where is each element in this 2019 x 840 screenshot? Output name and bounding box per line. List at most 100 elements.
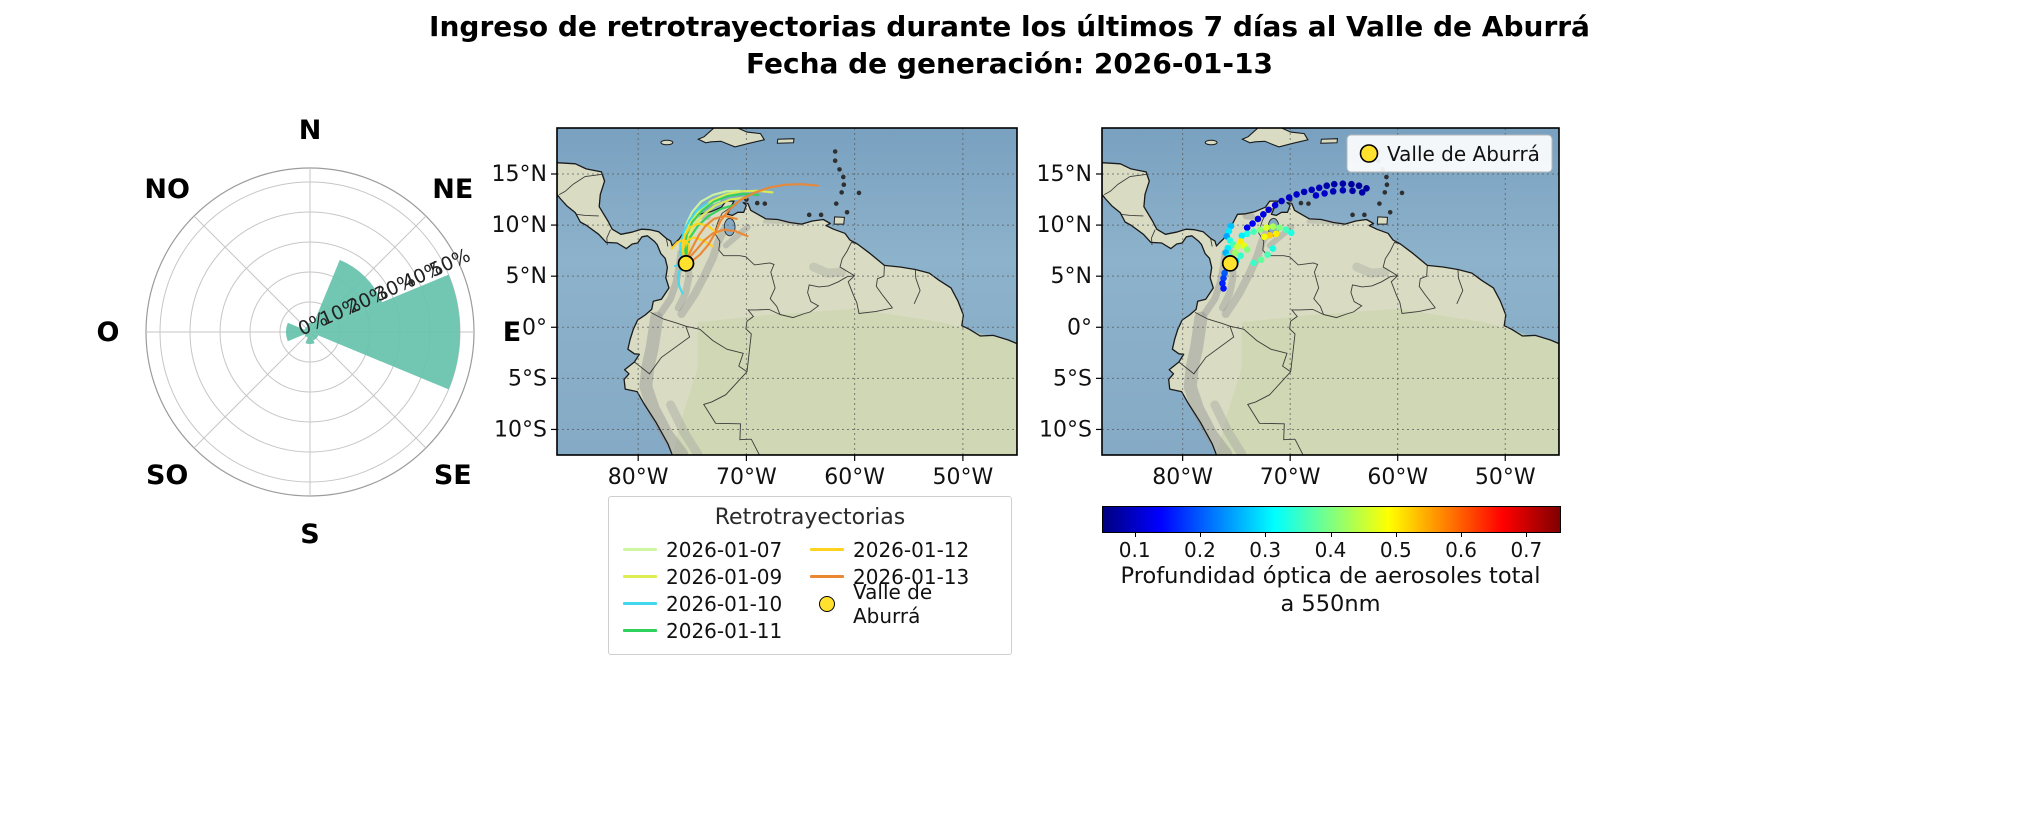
island-dot	[806, 212, 812, 218]
island-jamaica	[660, 139, 674, 146]
trajectory-map: 80°W 70°W 60°W 50°W 15°N 10°N 5°N 0° 5°S 10°S	[492, 127, 1018, 490]
country-border	[606, 229, 611, 246]
country-border	[875, 265, 893, 309]
legend-entry-label: 2026-01-11	[666, 618, 783, 643]
trajectory-2026-01-13	[684, 183, 819, 265]
y-tick-label: 5°S	[1053, 366, 1092, 391]
y-tick-label: 5°S	[508, 366, 547, 391]
aod-dot	[1293, 191, 1300, 198]
island-dot	[844, 210, 850, 215]
aod-dot	[1321, 190, 1328, 197]
island-dot	[1362, 212, 1367, 218]
trajectory-legend: Retrotrayectorias 2026-01-07 2026-01-09 20…	[608, 496, 1012, 655]
legend-line-swatch	[623, 602, 657, 605]
island-dot	[832, 158, 838, 163]
y-tick-label: 10°N	[492, 213, 547, 238]
aod-dot	[1285, 194, 1293, 201]
map-inline-legend: Valle de Aburrá	[1346, 134, 1553, 173]
aod-dot	[1265, 206, 1272, 214]
country-border	[1382, 241, 1401, 277]
aod-dot	[1330, 180, 1338, 188]
legend-marker-wrap	[810, 595, 844, 612]
aod-dot	[1243, 246, 1251, 253]
legend-entry-label: 2026-01-13	[853, 564, 970, 589]
island-dot	[837, 167, 842, 172]
aod-dot	[1355, 182, 1363, 190]
country-border	[1229, 325, 1291, 373]
windrose-direction-O: O	[97, 317, 120, 348]
aod-dot	[1250, 228, 1257, 236]
aod-dot	[1278, 197, 1285, 205]
title-line2: Fecha de generación: 2026-01-13	[745, 47, 1273, 80]
country-border	[779, 275, 855, 319]
windrose-petal-SO	[304, 332, 310, 338]
colorbar-tick	[1461, 532, 1463, 537]
island-puerto-rico	[776, 138, 795, 144]
island-jamaica	[1204, 139, 1218, 146]
colorbar-ticks: 0.1 0.2 0.3 0.4 0.5 0.6 0.7	[1102, 532, 1559, 564]
island-dot	[1384, 174, 1389, 180]
colorbar-tick	[1526, 532, 1528, 537]
aod-dot	[1254, 215, 1262, 223]
aod-dot	[1363, 184, 1370, 192]
aod-dot	[1266, 231, 1274, 239]
aod-dot	[1219, 280, 1226, 287]
y-tick-label: 0°	[522, 315, 547, 340]
island-dot	[1399, 190, 1405, 196]
figure-title: Ingreso de retrotrayectorias durante los…	[0, 8, 2019, 82]
country-border	[1323, 275, 1398, 319]
mountain-range	[809, 262, 847, 278]
island-puerto-rico	[1320, 138, 1339, 144]
map-frame	[1101, 127, 1560, 456]
windrose-petal-E	[310, 274, 461, 390]
trajectory-map-canvas	[557, 128, 1017, 455]
aod-dot	[1227, 222, 1235, 230]
legend-column: 2026-01-07 2026-01-09 2026-01-10 2026-01-11	[623, 536, 810, 644]
station-marker-icon	[819, 595, 835, 612]
colorbar-gradient	[1102, 506, 1561, 533]
country-border	[703, 371, 752, 441]
x-tick-label: 60°W	[1367, 465, 1428, 490]
aod-dot	[1287, 229, 1295, 237]
x-tick-label: 50°W	[933, 465, 994, 490]
windrose-petal-NO	[304, 326, 310, 332]
legend-entry: Valle de Aburrá	[810, 580, 997, 628]
island-dot	[833, 201, 839, 206]
country-border	[1247, 371, 1296, 441]
mountain-range	[1183, 311, 1233, 455]
aod-dot	[1349, 187, 1356, 195]
legend-line-swatch	[810, 575, 844, 578]
station-marker	[677, 255, 695, 272]
aod-dot	[1238, 232, 1246, 240]
trajectory-2026-01-13	[684, 214, 738, 265]
aod-dot	[1272, 230, 1280, 238]
country-border	[1418, 265, 1436, 309]
country-border	[665, 238, 669, 247]
country-border	[650, 311, 686, 327]
coastline	[1102, 162, 1559, 455]
y-tick-label: 10°N	[1037, 213, 1092, 238]
aod-dot	[1282, 226, 1290, 233]
polar-spoke	[309, 331, 427, 449]
y-tick-label: 10°S	[1039, 417, 1092, 442]
windrose-petal-N	[306, 323, 314, 332]
x-tick-label: 80°W	[1152, 465, 1213, 490]
aod-dot	[1220, 274, 1227, 282]
colorbar-tick	[1330, 532, 1332, 537]
lake-maracaibo	[723, 218, 736, 237]
trajectory-2026-01-11	[684, 203, 737, 265]
windrose-direction-S: S	[300, 519, 319, 550]
island-hispaniola	[696, 128, 766, 148]
windrose-direction-SO: SO	[146, 460, 188, 491]
legend-entry: 2026-01-07	[623, 536, 810, 563]
country-border	[847, 275, 893, 314]
windrose-direction-NO: NO	[144, 174, 190, 205]
legend-column: 2026-01-12 2026-01-13 Valle de Aburrá	[810, 536, 997, 644]
legend-line-swatch	[810, 548, 844, 551]
mountain-range	[1210, 400, 1247, 455]
station-legend-label: Valle de Aburrá	[1387, 142, 1540, 166]
y-tick-label: 5°N	[1051, 264, 1092, 289]
